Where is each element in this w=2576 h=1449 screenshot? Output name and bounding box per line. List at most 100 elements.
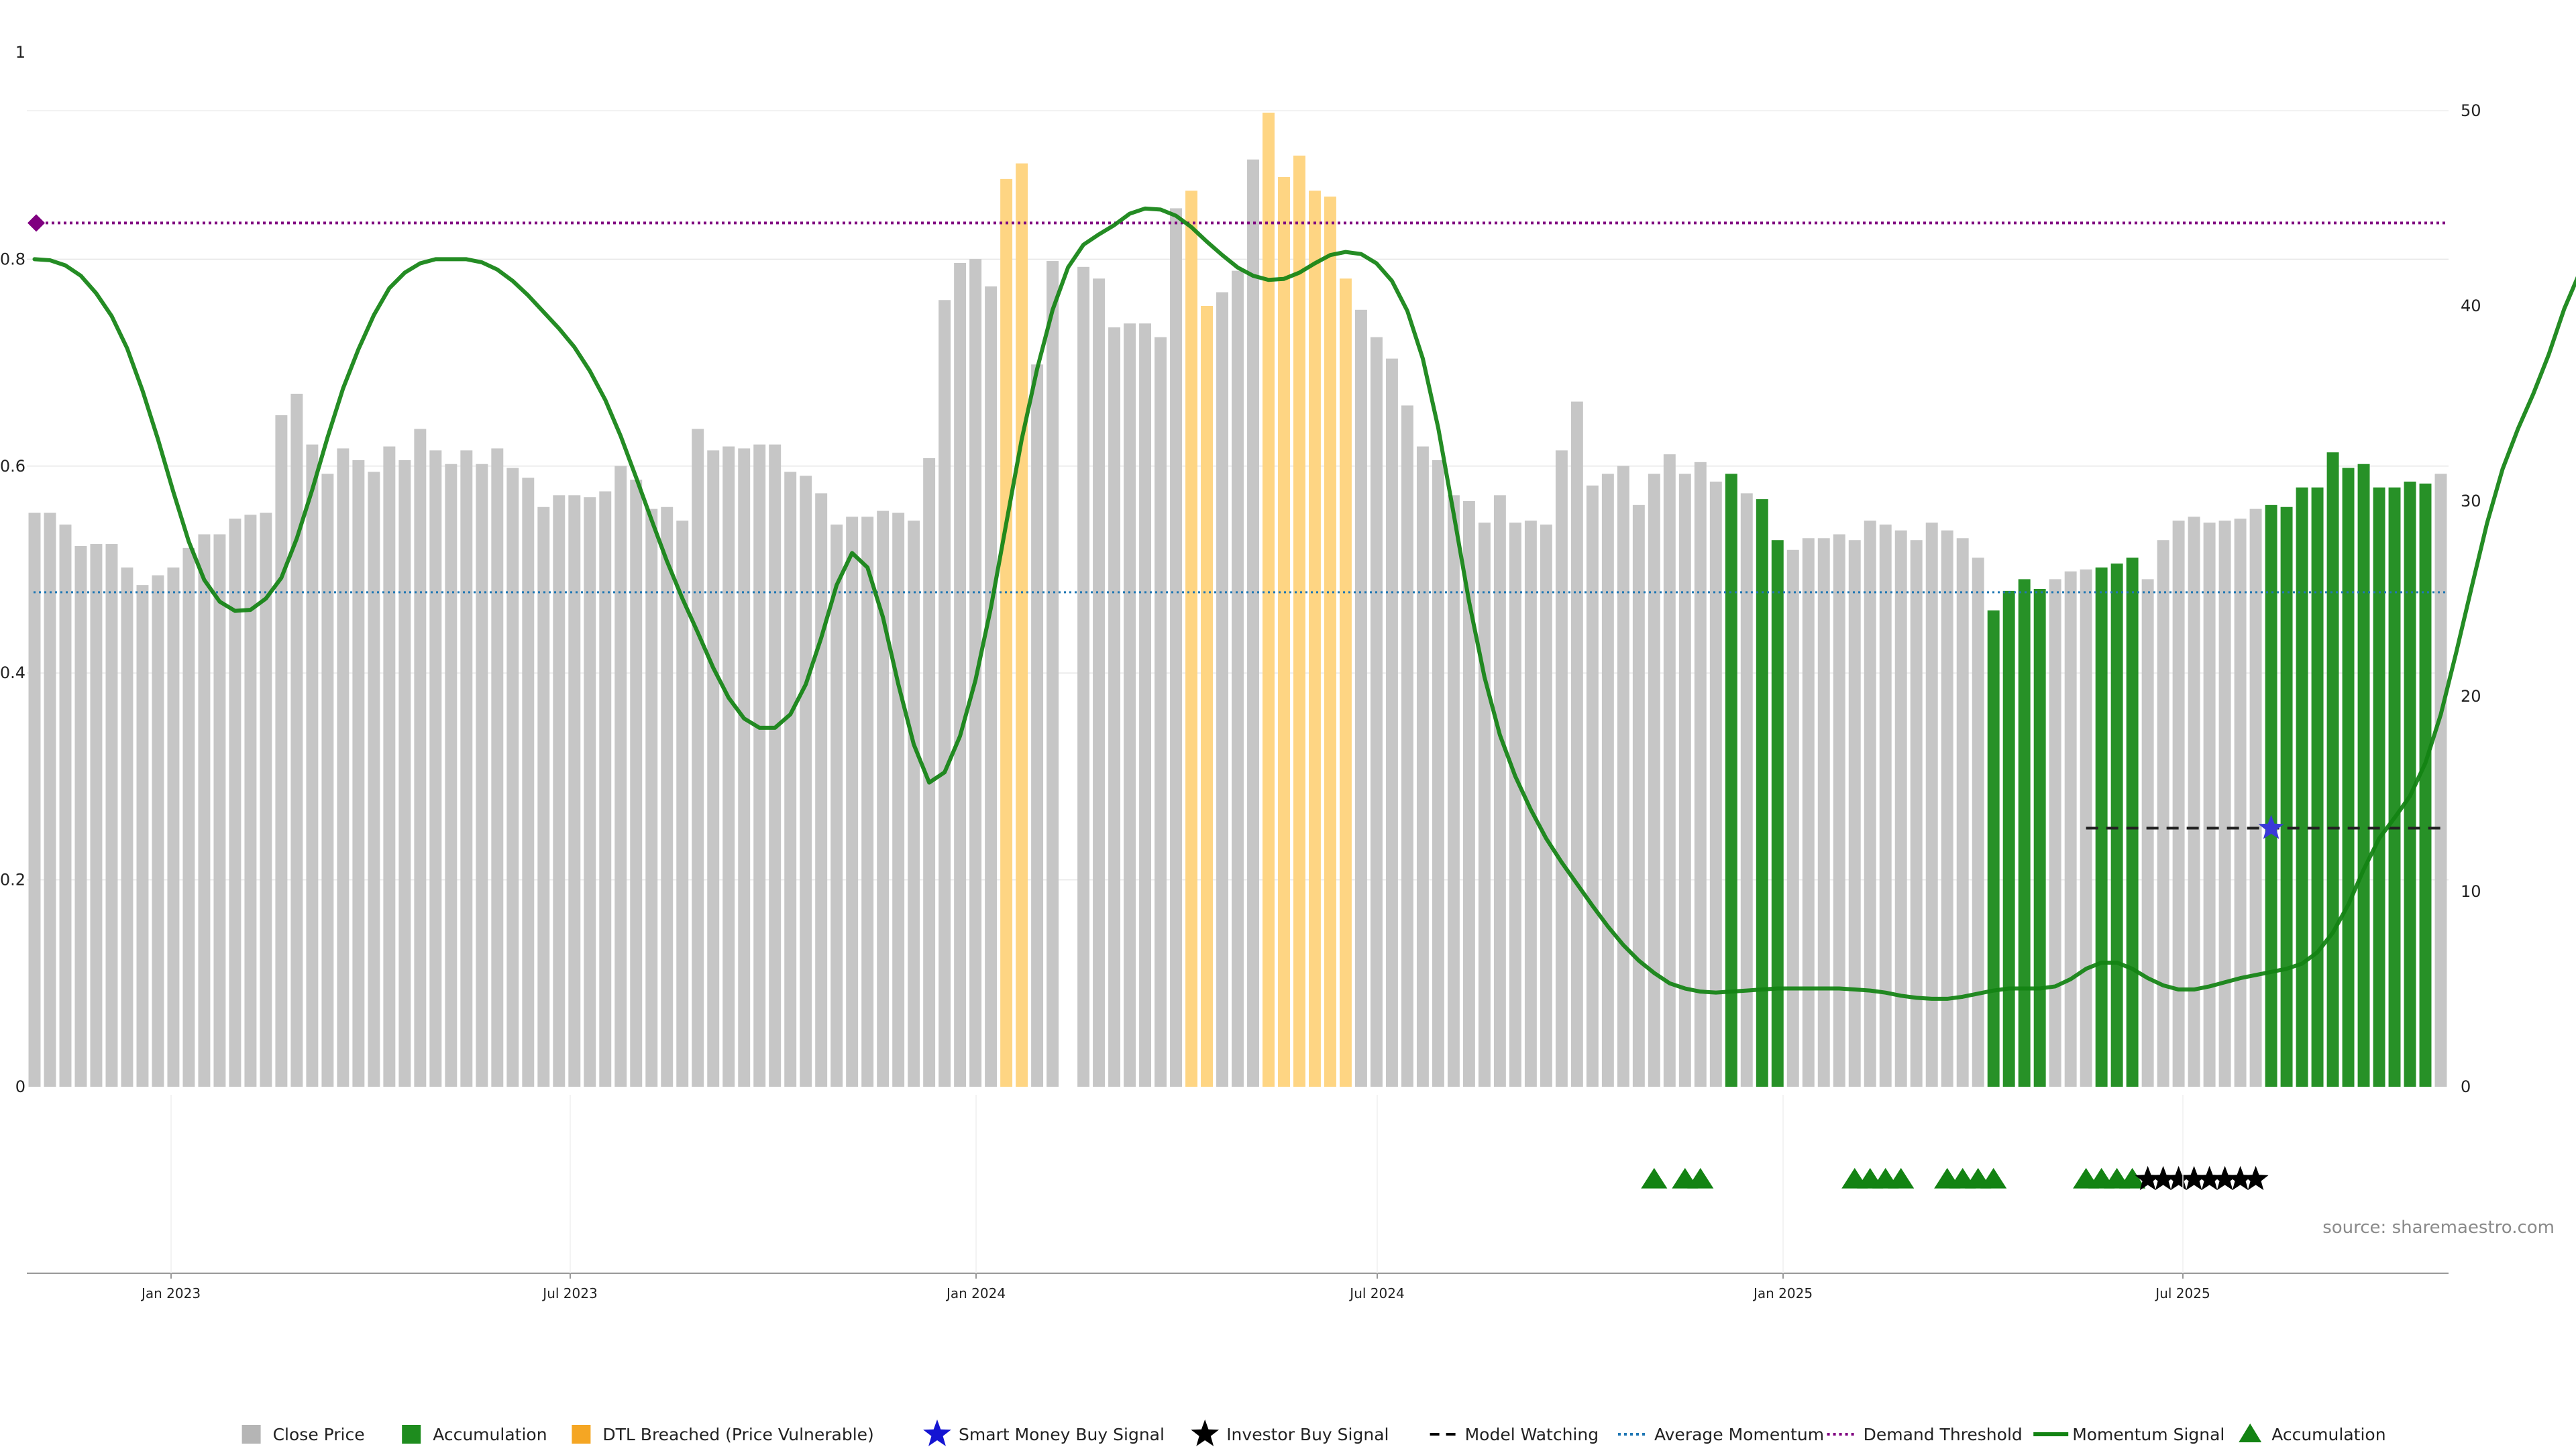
momentum-signal-line bbox=[32, 206, 2576, 1001]
bar-76 bbox=[1201, 306, 1213, 1087]
bar-64 bbox=[1016, 163, 1028, 1087]
bar-16 bbox=[275, 415, 288, 1087]
legend-item-3: Smart Money Buy Signal bbox=[923, 1419, 1165, 1446]
bar-84 bbox=[1324, 197, 1336, 1087]
bar-75 bbox=[1185, 191, 1197, 1087]
bar-21 bbox=[352, 460, 365, 1087]
bar-55 bbox=[877, 511, 890, 1087]
legend-swatch bbox=[241, 1425, 261, 1444]
legend-label: Demand Threshold bbox=[1864, 1425, 2023, 1444]
bar-140 bbox=[2188, 517, 2200, 1087]
bar-114 bbox=[1786, 549, 1799, 1087]
bar-139 bbox=[2172, 521, 2185, 1087]
bar-28 bbox=[460, 450, 473, 1087]
bar-143 bbox=[2234, 519, 2247, 1087]
left-tick-label: 0.8 bbox=[0, 250, 25, 268]
bar-92 bbox=[1447, 495, 1460, 1087]
legend-label: Accumulation bbox=[433, 1425, 547, 1444]
bar-127 bbox=[1987, 610, 2000, 1087]
signal-markers bbox=[1641, 814, 2284, 1191]
bar-45 bbox=[722, 446, 735, 1087]
bar-13 bbox=[229, 519, 241, 1087]
bar-137 bbox=[2141, 579, 2154, 1087]
bar-105 bbox=[1648, 474, 1660, 1087]
legend-star bbox=[923, 1419, 951, 1446]
bar-9 bbox=[167, 567, 180, 1087]
bar-1 bbox=[44, 513, 56, 1087]
bar-156 bbox=[2434, 474, 2447, 1087]
bar-23 bbox=[383, 446, 396, 1087]
bar-79 bbox=[1247, 159, 1259, 1087]
accumulation-marker-0 bbox=[1641, 1168, 1668, 1189]
bar-113 bbox=[1771, 540, 1784, 1087]
legend-triangle bbox=[2239, 1424, 2262, 1442]
bar-142 bbox=[2218, 521, 2231, 1087]
bar-147 bbox=[2296, 487, 2308, 1087]
bar-134 bbox=[2095, 567, 2108, 1087]
legend-swatch bbox=[402, 1425, 421, 1444]
bar-40 bbox=[645, 508, 658, 1087]
bar-93 bbox=[1462, 501, 1475, 1087]
bar-77 bbox=[1216, 292, 1228, 1087]
bar-109 bbox=[1709, 481, 1722, 1087]
reference-lines bbox=[28, 214, 2449, 830]
bar-39 bbox=[630, 479, 643, 1087]
bar-33 bbox=[537, 506, 550, 1087]
bar-90 bbox=[1416, 446, 1429, 1087]
bar-49 bbox=[784, 472, 797, 1087]
investor-buy-marker-6 bbox=[2227, 1166, 2253, 1191]
bar-5 bbox=[105, 544, 118, 1087]
bar-145 bbox=[2265, 504, 2277, 1087]
right-tick-label: 30 bbox=[2461, 492, 2481, 511]
bar-121 bbox=[1894, 530, 1907, 1087]
investor-buy-marker-4 bbox=[2196, 1166, 2222, 1191]
bar-80 bbox=[1263, 112, 1275, 1087]
left-tick-label: 0 bbox=[15, 1077, 25, 1096]
bar-73 bbox=[1155, 337, 1167, 1087]
bar-95 bbox=[1493, 495, 1506, 1087]
x-tick-label: Jul 2024 bbox=[1348, 1285, 1404, 1301]
bar-99 bbox=[1555, 450, 1568, 1087]
bar-124 bbox=[1941, 530, 1953, 1087]
legend-swatch bbox=[572, 1425, 591, 1444]
bar-116 bbox=[1817, 538, 1830, 1087]
bar-141 bbox=[2203, 523, 2216, 1087]
accumulation-marker-6 bbox=[1888, 1168, 1915, 1189]
legend-star bbox=[1191, 1419, 1220, 1446]
bar-118 bbox=[1848, 540, 1861, 1087]
bar-100 bbox=[1570, 401, 1583, 1087]
bar-98 bbox=[1540, 524, 1552, 1087]
right-tick-label: 0 bbox=[2461, 1077, 2471, 1096]
right-tick-label: 10 bbox=[2461, 882, 2481, 901]
bar-20 bbox=[337, 448, 350, 1087]
source-label: source: sharemaestro.com bbox=[2322, 1218, 2555, 1238]
bar-72 bbox=[1139, 323, 1152, 1087]
legend-label: Smart Money Buy Signal bbox=[959, 1425, 1165, 1444]
bar-152 bbox=[2373, 487, 2385, 1087]
bar-87 bbox=[1370, 337, 1383, 1087]
bar-44 bbox=[707, 450, 720, 1087]
bar-42 bbox=[676, 521, 689, 1087]
legend-item-9: Accumulation bbox=[2239, 1424, 2386, 1444]
right-tick-label: 50 bbox=[2461, 101, 2481, 120]
legend-item-6: Average Momentum bbox=[1618, 1425, 1824, 1444]
investor-buy-marker-3 bbox=[2181, 1166, 2207, 1191]
x-tick-label: Jan 2024 bbox=[945, 1285, 1006, 1301]
bar-71 bbox=[1124, 323, 1136, 1087]
x-tick-label: Jan 2025 bbox=[1752, 1285, 1813, 1301]
bar-54 bbox=[861, 517, 874, 1087]
bar-46 bbox=[738, 448, 751, 1087]
bar-85 bbox=[1339, 278, 1352, 1087]
bar-31 bbox=[506, 468, 519, 1087]
bar-37 bbox=[599, 491, 612, 1087]
right-tick-label: 20 bbox=[2461, 687, 2481, 706]
left-tick-label: 0.2 bbox=[0, 871, 25, 890]
bar-6 bbox=[121, 567, 133, 1087]
legend-label: Momentum Signal bbox=[2072, 1425, 2224, 1444]
bar-97 bbox=[1524, 521, 1537, 1087]
bar-150 bbox=[2342, 468, 2355, 1087]
legend-item-7: Demand Threshold bbox=[1827, 1425, 2023, 1444]
accumulation-marker-10 bbox=[1980, 1168, 2007, 1189]
series-lines bbox=[32, 206, 2576, 1001]
legend-label: DTL Breached (Price Vulnerable) bbox=[602, 1425, 873, 1444]
